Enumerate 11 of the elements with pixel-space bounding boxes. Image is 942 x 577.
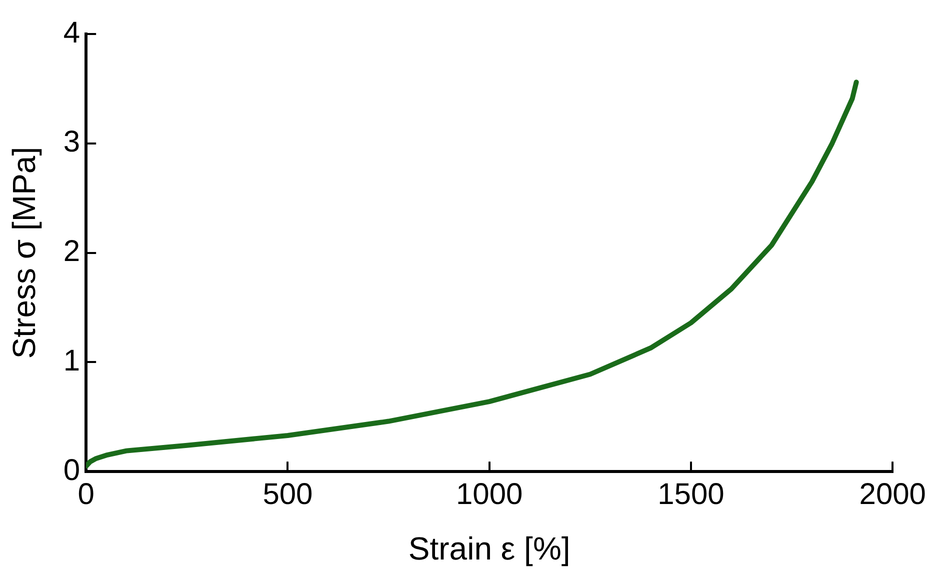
y-tick-label: 2 xyxy=(63,235,80,268)
y-axis-title: Stress σ [MPa] xyxy=(6,146,42,359)
y-tick-label: 4 xyxy=(63,16,80,50)
y-tick-label: 0 xyxy=(63,454,80,487)
x-axis-title: Strain ε [%] xyxy=(408,530,570,567)
x-tick-label: 1000 xyxy=(456,478,523,511)
x-tick-label: 500 xyxy=(262,478,313,511)
y-tick-label: 3 xyxy=(63,126,80,159)
x-tick-label: 1500 xyxy=(658,478,724,511)
x-tick-label: 2000 xyxy=(859,478,926,511)
y-tick-label: 1 xyxy=(63,344,80,378)
